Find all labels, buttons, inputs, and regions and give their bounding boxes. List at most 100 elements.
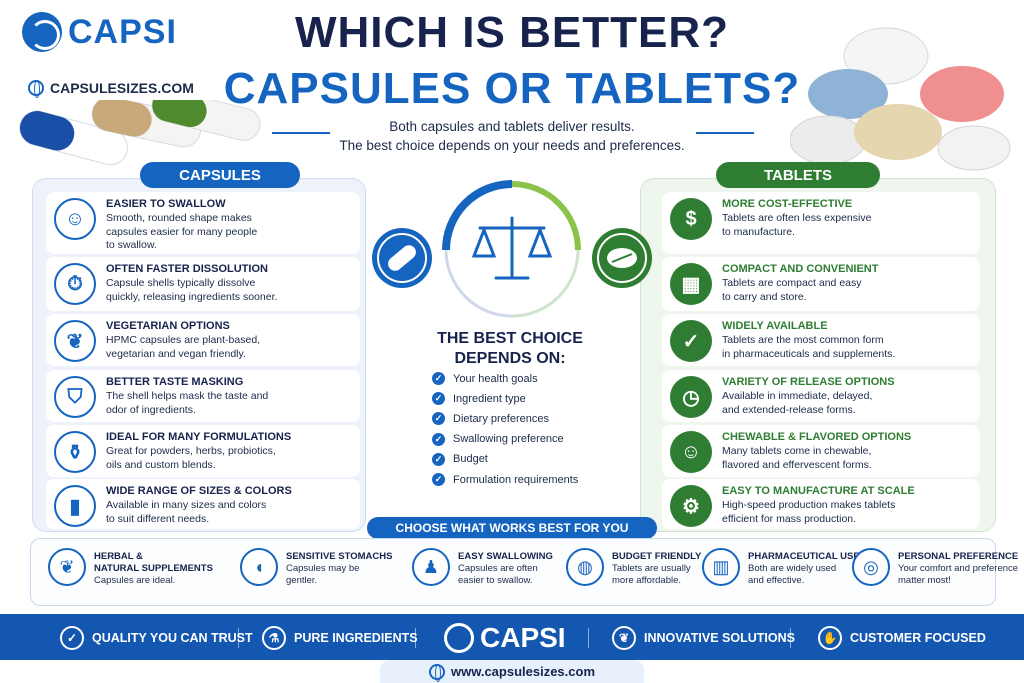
page-title-line1: WHICH IS BETTER? [295,8,729,57]
website-label: CAPSULESIZES.COM [28,80,194,98]
tablet-benefit-card-desc: to manufacture. [722,225,795,238]
best-choice-item: ✓ Swallowing preference [432,432,564,446]
use-case-title: BUDGET FRIENDLY [612,551,702,562]
use-case-item: ▥ PHARMACEUTICAL USE Both are widely used a… [702,548,860,587]
mortar-pestle-icon: ⚱ [54,431,96,473]
tablet-benefit-card-desc: Many tablets come in chewable, [722,445,872,457]
tablet-benefit-card: ◷ VARIETY OF RELEASE OPTIONS Available in … [662,370,980,422]
flask-icon: ⚗ [262,626,286,650]
best-choice-item-label: Budget [453,453,488,466]
footer-item-label: PURE INGREDIENTS [294,631,418,645]
use-case-desc: Capsules are often [458,563,538,574]
choose-banner: CHOOSE WHAT WORKS BEST FOR YOU [367,517,657,539]
footer-divider [588,628,589,648]
footer-url[interactable]: www.capsulesizes.com [380,660,644,683]
use-case-title: HERBAL & [94,551,143,562]
handshake-icon: ✋ [818,626,842,650]
globe-icon [428,663,445,682]
intro-line1: Both capsules and tablets deliver result… [389,119,635,134]
tablet-benefit-card-desc: flavored and effervescent forms. [722,458,872,471]
head-swallow-icon: ☺ [54,198,96,240]
capsule-benefit-card: ☺ EASIER TO SWALLOW Smooth, rounded shape … [46,192,360,254]
clock-icon: ◷ [670,376,712,418]
use-case-item: ♟ EASY SWALLOWING Capsules are often easier… [412,548,553,587]
footer-bar [0,614,1024,660]
use-case-desc: Capsules are ideal. [94,575,176,586]
capsule-benefit-card-desc: Smooth, rounded shape makes [106,212,252,224]
herbs-icon: ❦ [48,548,86,586]
globe-icon [28,80,44,98]
shield-icon: ⛉ [54,376,96,418]
tablet-benefit-card: ⚙ EASY TO MANUFACTURE AT SCALE High-speed … [662,479,980,529]
website-text: CAPSULESIZES.COM [50,80,194,96]
use-case-item: ◖ SENSITIVE STOMACHS Capsules may be gentle… [240,548,392,587]
check-icon: ✓ [432,372,445,385]
capsule-benefit-card-desc: odor of ingredients. [106,403,196,416]
capsule-benefit-card-title: BETTER TASTE MASKING [106,376,244,388]
capsule-benefit-card: ❦ VEGETARIAN OPTIONS HPMC capsules are pla… [46,314,360,366]
shield-check-icon: ✓ [670,320,712,362]
comparison-graphic [372,180,652,318]
page-title-line2: CAPSULES OR TABLETS? [223,64,801,113]
use-case-desc: Both are widely used [748,563,837,574]
capsule-benefit-card-desc: to suit different needs. [106,512,210,525]
check-icon: ✓ [432,473,445,486]
capsule-benefit-card: ⏱ OFTEN FASTER DISSOLUTION Capsule shells … [46,257,360,311]
footer-url-text[interactable]: www.capsulesizes.com [450,664,596,679]
use-case-desc: Tablets are usually [612,563,691,574]
use-case-title: PERSONAL PREFERENCE [898,551,1019,562]
use-case-desc: easier to swallow. [458,575,533,586]
medicine-bottle-icon: ▥ [702,548,740,586]
check-icon: ✓ [432,432,445,446]
use-case-desc: more affordable. [612,575,682,586]
check-icon: ✓ [432,452,445,466]
tablet-benefit-card-title: COMPACT AND CONVENIENT [722,263,879,275]
use-case-title: NATURAL SUPPLEMENTS [94,563,213,574]
use-case-desc: Your comfort and preference [898,563,1019,574]
tablet-benefit-card: ☺ CHEWABLE & FLAVORED OPTIONS Many tablets… [662,425,980,477]
footer-divider [238,628,239,648]
footer-item-label: CUSTOMER FOCUSED [850,631,986,645]
stopwatch-icon: ⏱ [54,263,96,305]
tablet-benefit-card-title: CHEWABLE & FLAVORED OPTIONS [722,431,912,443]
best-choice-title-line2: DEPENDS ON: [454,350,566,367]
capsi-logo-icon [22,12,62,52]
capsule-benefit-card-desc: Great for powders, herbs, probiotics, [106,445,276,457]
footer-item-pure: ⚗ PURE INGREDIENTS [262,626,418,650]
tablet-benefit-card-desc: Available in immediate, delayed, [722,390,873,402]
piggy-bank-icon: ◍ [566,548,604,586]
tablet-benefit-card: ✓ WIDELY AVAILABLE Tablets are the most co… [662,314,980,366]
tablet-benefit-card: $ MORE COST-EFFECTIVE Tablets are often le… [662,192,980,254]
brand-logo: CAPSI [22,12,177,52]
tablet-benefit-card-desc: Tablets are the most common form [722,334,884,346]
tablet-benefit-card-desc: efficient for mass production. [722,512,857,525]
capsule-benefit-card-desc: vegetarian and vegan friendly. [106,347,246,360]
capsule-benefit-card-title: EASIER TO SWALLOW [106,198,226,210]
best-choice-title-line1: THE BEST CHOICE [437,330,583,347]
best-choice-item: ✓ Dietary preferences [432,412,549,426]
best-choice-item-label: Formulation requirements [453,473,579,486]
intro-divider-left [272,132,330,134]
tablet-benefit-card-desc: in pharmaceuticals and supplements. [722,347,896,360]
stomach-icon: ◖ [240,548,278,586]
use-cases-strip [30,538,996,606]
tablet-benefit-card-title: MORE COST-EFFECTIVE [722,198,853,210]
use-case-title: PHARMACEUTICAL USE [748,551,860,562]
intro-divider-right [696,132,754,134]
use-case-desc: matter most! [898,575,951,586]
capsule-benefit-card-desc: Capsule shells typically dissolve [106,277,256,289]
use-case-item: ❦ HERBAL & NATURAL SUPPLEMENTS Capsules are… [48,548,213,587]
use-case-item: ◍ BUDGET FRIENDLY Tablets are usually more … [566,548,701,587]
capsule-benefit-card: ▮ WIDE RANGE OF SIZES & COLORS Available i… [46,479,360,529]
capsule-benefit-card-desc: oils and custom blends. [106,458,216,471]
tablet-benefit-card-desc: to carry and store. [722,290,807,303]
tablet-benefit-card-desc: and extended-release forms. [722,403,856,416]
capsules-label: CAPSULES [140,162,300,188]
footer-divider [790,628,791,648]
target-icon: ◎ [852,548,890,586]
use-case-title: EASY SWALLOWING [458,551,553,562]
capsule-benefit-card-desc: to swallow. [106,239,157,251]
use-case-desc: Capsules may be [286,563,360,574]
best-choice-item: ✓ Formulation requirements [432,473,578,486]
capsi-logo-icon [444,623,474,653]
